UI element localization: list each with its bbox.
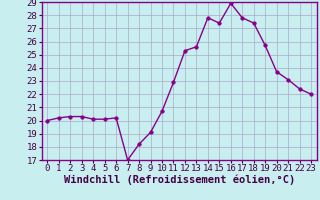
X-axis label: Windchill (Refroidissement éolien,°C): Windchill (Refroidissement éolien,°C) [64,175,295,185]
